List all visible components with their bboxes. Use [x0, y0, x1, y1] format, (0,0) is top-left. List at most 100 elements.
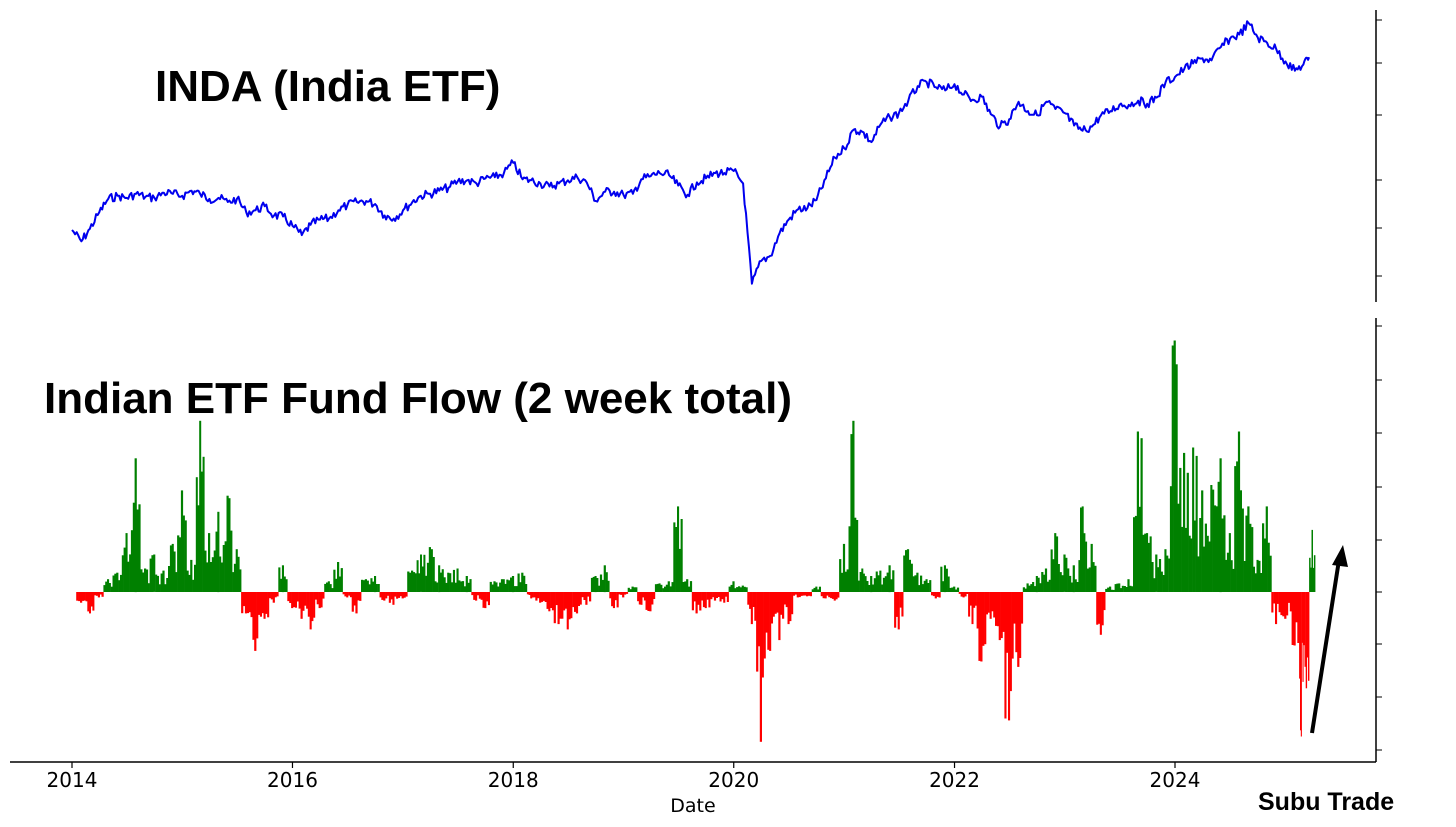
- flow-bar: [787, 592, 790, 625]
- flow-bar: [370, 578, 373, 592]
- flow-bar: [202, 456, 205, 592]
- flow-bar: [901, 592, 904, 617]
- flow-bar: [603, 565, 606, 593]
- flow-bar: [256, 592, 259, 639]
- flow-bar: [1052, 559, 1055, 592]
- flow-bar: [449, 573, 452, 592]
- flow-bar: [396, 592, 399, 599]
- flow-bar: [278, 567, 281, 592]
- flow-bar: [318, 592, 321, 609]
- flow-bar: [438, 565, 441, 593]
- flow-bar: [662, 588, 665, 592]
- flow-bar: [1197, 556, 1200, 592]
- flow-bar: [447, 572, 450, 592]
- flow-bar: [563, 592, 566, 611]
- flow-bar: [452, 569, 455, 592]
- flow-bar: [1299, 592, 1301, 679]
- flow-bar: [864, 576, 867, 592]
- flow-bar: [1225, 559, 1228, 592]
- flow-bar: [151, 555, 154, 592]
- flow-bar: [1080, 507, 1082, 592]
- flow-bar: [665, 584, 668, 592]
- flow-bar: [1024, 588, 1027, 592]
- flow-bar: [1050, 549, 1053, 592]
- flow-bar: [815, 586, 818, 592]
- flow-bar: [624, 592, 627, 595]
- flow-bar: [929, 580, 932, 592]
- flow-bar: [1199, 518, 1202, 592]
- flow-bar: [136, 509, 139, 592]
- flow-bar: [302, 592, 305, 611]
- flow-bar: [219, 556, 222, 592]
- flow-bar: [783, 592, 786, 605]
- flow-bar: [267, 592, 270, 618]
- flow-bar: [311, 592, 314, 622]
- flow-bar: [1179, 467, 1182, 592]
- flow-bar: [931, 592, 934, 596]
- flow-bar: [420, 554, 422, 592]
- flow-bar: [177, 535, 180, 592]
- flow-bar: [1226, 552, 1229, 592]
- flow-bar: [280, 578, 283, 592]
- flow-bar: [1263, 538, 1267, 592]
- flow-bar: [998, 592, 1001, 641]
- flow-bar: [1260, 573, 1263, 592]
- flow-bar: [222, 545, 225, 592]
- flow-bar: [875, 571, 878, 592]
- flow-bar: [1210, 485, 1213, 592]
- flow-bar: [1015, 592, 1018, 653]
- flow-bar: [97, 592, 100, 598]
- flow-bar: [555, 592, 558, 606]
- flow-bar: [120, 574, 123, 592]
- flow-bar: [1256, 559, 1259, 592]
- flow-bar: [95, 592, 99, 596]
- flow-bar: [454, 582, 457, 592]
- flow-bar: [306, 592, 309, 609]
- flow-bar: [1020, 592, 1024, 624]
- flow-bar: [359, 592, 362, 601]
- x-tick-label: 2022: [929, 768, 980, 792]
- flow-bar: [868, 585, 871, 592]
- flow-bar: [166, 578, 169, 592]
- flow-bar: [487, 592, 490, 606]
- flow-bar: [1267, 542, 1270, 592]
- flow-bar: [197, 505, 200, 592]
- flow-bar: [715, 592, 718, 598]
- flow-bar: [833, 592, 836, 601]
- flow-bar: [105, 581, 108, 592]
- flow-bar: [1295, 592, 1298, 623]
- brand-watermark: Subu Trade: [1258, 788, 1395, 816]
- flow-bar: [592, 576, 595, 592]
- flow-bar: [629, 589, 632, 592]
- flow-bar: [298, 592, 301, 609]
- flow-bar: [1147, 542, 1150, 592]
- flow-bar: [973, 592, 976, 608]
- bottom-right-ticks: [1376, 325, 1382, 751]
- flow-bar: [445, 582, 448, 592]
- flow-bar: [778, 592, 781, 641]
- flow-bar: [667, 581, 670, 592]
- flow-bar: [1046, 581, 1049, 592]
- flow-bar: [1312, 567, 1315, 592]
- flow-bar: [1245, 515, 1248, 592]
- flow-bar: [960, 592, 963, 597]
- flow-bar: [688, 586, 691, 592]
- flow-bar: [1009, 592, 1012, 692]
- arrow-shaft: [1310, 559, 1341, 734]
- flow-bar: [357, 592, 360, 601]
- flow-bar: [1271, 592, 1274, 613]
- flow-bar: [987, 592, 990, 613]
- flow-bar: [1002, 592, 1005, 632]
- flow-bar: [611, 592, 614, 607]
- flow-bar: [377, 584, 380, 592]
- flow-bar: [1094, 565, 1097, 592]
- flow-bar: [743, 586, 746, 592]
- flow-bar: [1287, 592, 1291, 603]
- flow-bar: [484, 592, 487, 609]
- flow-bar: [192, 579, 195, 592]
- flow-bar: [664, 586, 667, 592]
- flow-bar: [155, 574, 158, 592]
- flow-bar: [248, 592, 251, 613]
- flow-bar: [835, 592, 838, 600]
- flow-bar: [553, 592, 556, 624]
